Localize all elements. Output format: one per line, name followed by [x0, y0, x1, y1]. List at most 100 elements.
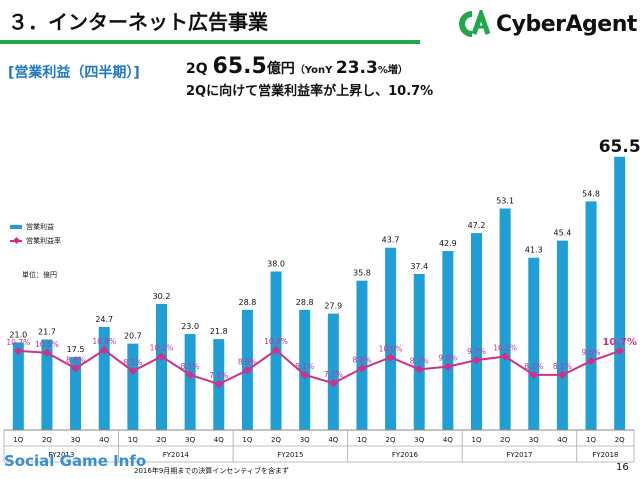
margin-value-label: 8.5%	[123, 358, 142, 367]
x-tick-label: 2Q	[386, 436, 396, 444]
footer-brand: Social Game Info	[4, 452, 147, 470]
cyberagent-logo: CyberAgent	[458, 8, 637, 40]
margin-value-label: 10.8%	[264, 337, 288, 346]
margin-value-label: 8.6%	[238, 357, 257, 366]
legend-bar-label: 営業利益	[26, 223, 54, 231]
x-tick-label: 1Q	[13, 436, 23, 444]
x-tick-label: 3Q	[414, 436, 424, 444]
margin-point	[529, 370, 539, 380]
x-tick-label: 3Q	[300, 436, 310, 444]
bar-operating-profit	[299, 309, 311, 430]
x-tick-label: 3Q	[529, 436, 539, 444]
page-number: 16	[616, 462, 629, 473]
legend-line-swatch	[10, 240, 22, 242]
x-tick-label: 4Q	[443, 436, 453, 444]
x-tick-label: 2Q	[500, 436, 510, 444]
x-tick-label: 3Q	[185, 436, 195, 444]
bar-operating-profit	[413, 273, 425, 430]
margin-point	[271, 345, 281, 355]
bar-operating-profit	[442, 251, 454, 430]
footer-note: 2016年9月期までの決算インセンティブを含まず	[134, 467, 289, 475]
headline-yoy-value: 23.3	[335, 58, 378, 78]
x-group-label: FY2016	[392, 451, 419, 459]
bar-operating-profit	[499, 208, 511, 430]
x-tick-label: 2Q	[157, 436, 167, 444]
title-underline	[0, 40, 420, 44]
bar-value-label: 17.5	[67, 345, 85, 354]
bar-value-label: 41.3	[525, 246, 543, 255]
x-tick-label: 1Q	[242, 436, 252, 444]
bar-value-label: 37.4	[410, 262, 428, 271]
chart-legend: 営業利益 営業利益率	[10, 220, 61, 248]
cyberagent-logo-icon	[459, 10, 490, 37]
logo-text: CyberAgent	[496, 11, 637, 37]
headline-summary: 2Q 65.5億円（YonY 23.3%増）	[186, 54, 408, 79]
bar-value-label: 42.9	[439, 239, 457, 248]
margin-value-label: 8.8%	[66, 355, 85, 364]
bar-operating-profit	[127, 343, 139, 430]
headline-unit: 億円	[266, 61, 295, 77]
x-tick-label: 4Q	[557, 436, 567, 444]
x-tick-label: 2Q	[271, 436, 281, 444]
margin-point	[300, 370, 309, 380]
headline-description: 2Qに向けて営業利益率が上昇し、10.7%	[186, 84, 434, 99]
x-tick-label: 2Q	[42, 436, 52, 444]
x-group-label: FY2013	[48, 451, 74, 459]
margin-point	[157, 352, 166, 361]
margin-point	[414, 365, 424, 374]
margin-value-label: 10.7%	[6, 338, 30, 347]
margin-point	[472, 355, 481, 365]
x-tick-label: 3Q	[71, 436, 81, 444]
x-tick-label: 4Q	[99, 436, 109, 444]
margin-point	[185, 370, 195, 380]
x-group-label: FY2017	[506, 451, 532, 459]
x-group-label: FY2015	[277, 451, 303, 459]
bar-operating-profit	[12, 342, 24, 430]
bar-operating-profit	[98, 326, 110, 430]
bar-operating-profit	[385, 247, 397, 430]
legend-bar-swatch	[10, 225, 22, 229]
margin-point	[558, 370, 567, 380]
bar-value-label: 35.8	[353, 269, 371, 278]
margin-point	[329, 378, 338, 388]
margin-value-label: 10.5%	[35, 340, 59, 349]
bar-value-label: 54.8	[582, 189, 600, 198]
legend-line-label: 営業利益率	[26, 237, 61, 245]
bar-operating-profit	[356, 280, 368, 430]
margin-value-label: 9.6%	[582, 348, 601, 357]
bar-value-label: 20.7	[124, 332, 142, 341]
headline-value: 65.5	[212, 54, 267, 79]
bar-operating-profit	[471, 233, 482, 430]
margin-value-label: 8.7%	[410, 356, 429, 365]
margin-value-label: 8.1%	[524, 362, 543, 371]
bar-value-label: 28.8	[296, 298, 314, 307]
bar-value-label: 28.8	[239, 298, 257, 307]
margin-point	[14, 346, 23, 356]
margin-point	[214, 379, 224, 389]
margin-value-label: 8.1%	[295, 362, 314, 371]
margin-value-label: 10.7%	[602, 337, 637, 348]
x-group-label: FY2014	[163, 451, 190, 459]
x-group-label: FY2018	[592, 451, 618, 459]
margin-point	[128, 366, 138, 376]
x-tick-label: 4Q	[328, 436, 338, 444]
margin-point	[42, 348, 52, 358]
legend-item-bar: 営業利益	[10, 220, 61, 234]
margin-point	[443, 362, 453, 371]
margin-value-label: 7.2%	[324, 370, 343, 379]
bar-operating-profit	[327, 313, 339, 430]
margin-value-label: 9.7%	[467, 347, 486, 356]
margin-value-label: 9.0%	[438, 354, 457, 363]
margin-point	[500, 352, 510, 361]
bar-value-label: 21.8	[210, 327, 228, 336]
margin-value-label: 8.1%	[181, 362, 200, 371]
x-tick-label: 1Q	[586, 436, 596, 444]
operating-profit-chart: 21.0 21.7 17.5 24.7 20.7 30.2 23.0 21.8 28.8 38.0…	[3, 137, 640, 463]
margin-value-label: 10.0%	[379, 344, 403, 353]
bar-operating-profit	[585, 201, 597, 430]
bar-value-label: 21.7	[38, 327, 56, 336]
margin-value-label: 8.1%	[553, 362, 572, 371]
bar-value-label: 38.0	[267, 259, 285, 268]
margin-value-label: 7.1%	[209, 371, 228, 380]
margin-point	[586, 356, 596, 366]
